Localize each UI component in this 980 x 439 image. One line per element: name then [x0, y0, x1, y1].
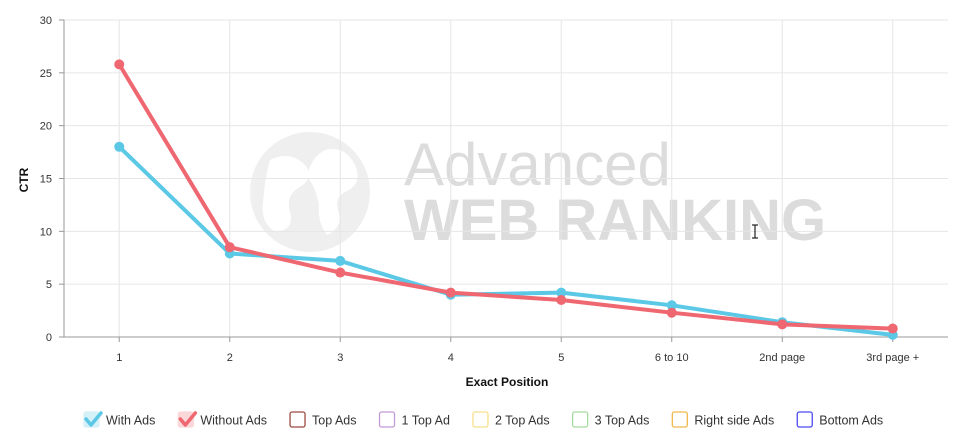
x-tick-label: 5 [558, 352, 564, 364]
y-tick-labels: 0 5 10 15 20 25 30 [40, 15, 52, 344]
grid-lines [64, 19, 948, 338]
legend-checkbox[interactable] [796, 411, 813, 428]
x-tick-label: 3 [337, 352, 343, 364]
legend-label[interactable]: Without Ads [200, 414, 267, 428]
watermark: Advanced WEB RANKING [250, 131, 826, 253]
series-line [117, 144, 895, 337]
legend-item-right-side-ads[interactable]: Right side Ads [671, 411, 774, 428]
x-tick-label: 3rd page + [866, 352, 919, 364]
y-tick-label: 0 [46, 332, 52, 344]
data-point[interactable] [114, 59, 125, 70]
x-tick-label: 1 [116, 352, 122, 364]
x-tick-label: 4 [448, 352, 454, 364]
data-point[interactable] [666, 300, 677, 311]
data-point[interactable] [777, 319, 788, 330]
data-point[interactable] [556, 295, 567, 306]
legend-item-3-top-ads[interactable]: 3 Top Ads [571, 411, 650, 428]
data-point[interactable] [335, 267, 346, 278]
watermark-line1: Advanced [404, 131, 671, 198]
globe-logo-icon [250, 132, 370, 252]
axes [59, 19, 948, 342]
y-tick-label: 10 [40, 226, 52, 238]
legend-label[interactable]: With Ads [106, 414, 155, 428]
data-point[interactable] [887, 323, 898, 334]
x-tick-label: 6 to 10 [655, 352, 689, 364]
legend-checkbox[interactable] [289, 411, 306, 428]
y-tick-label: 30 [40, 15, 52, 27]
legend-label[interactable]: Right side Ads [694, 414, 774, 428]
legend-item-without-ads[interactable]: Without Ads [177, 411, 267, 428]
x-tick-label: 2 [227, 352, 233, 364]
legend-label[interactable]: 2 Top Ads [495, 414, 550, 428]
legend: With Ads Without Ads Top Ads 1 Top Ad 2 Top … [83, 411, 883, 428]
series-lines [114, 59, 898, 340]
checkmark-icon [178, 411, 198, 427]
legend-label[interactable]: 1 Top Ad [402, 414, 450, 428]
data-point[interactable] [445, 287, 456, 298]
legend-checkbox[interactable] [571, 411, 589, 428]
series-line [117, 62, 895, 331]
data-point[interactable] [114, 141, 125, 152]
legend-item-with-ads[interactable]: With Ads [83, 411, 155, 428]
series-with-ads [114, 141, 898, 340]
legend-item-bottom-ads[interactable]: Bottom Ads [796, 411, 883, 428]
checkmark-icon [84, 411, 103, 427]
legend-label[interactable]: Top Ads [312, 414, 356, 428]
x-tick-label: 2nd page [759, 352, 805, 364]
legend-item-2-top-ads[interactable]: 2 Top Ads [472, 411, 550, 428]
legend-label[interactable]: Bottom Ads [819, 414, 883, 428]
legend-item-top-ads[interactable]: Top Ads [289, 411, 357, 428]
y-axis-title: CTR [17, 167, 31, 192]
data-point[interactable] [335, 255, 346, 266]
text-cursor-icon [752, 224, 758, 239]
y-tick-label: 25 [40, 68, 52, 80]
y-tick-label: 20 [40, 121, 52, 133]
x-axis-title: Exact Position [466, 375, 549, 389]
legend-checkbox[interactable] [671, 411, 688, 428]
legend-label[interactable]: 3 Top Ads [595, 414, 650, 428]
x-tick-labels: 1 2 3 4 5 6 to 10 2nd page 3rd page + [116, 352, 919, 364]
data-point[interactable] [666, 307, 677, 318]
legend-item-1-top-ad[interactable]: 1 Top Ad [378, 411, 450, 428]
series-without-ads [114, 59, 898, 334]
y-tick-label: 5 [46, 279, 52, 291]
legend-checkbox[interactable] [378, 411, 396, 428]
data-point[interactable] [556, 287, 567, 298]
y-tick-label: 15 [40, 174, 52, 186]
watermark-line2: WEB RANKING [404, 188, 826, 253]
data-point[interactable] [224, 242, 235, 253]
legend-checkbox[interactable] [472, 411, 489, 428]
